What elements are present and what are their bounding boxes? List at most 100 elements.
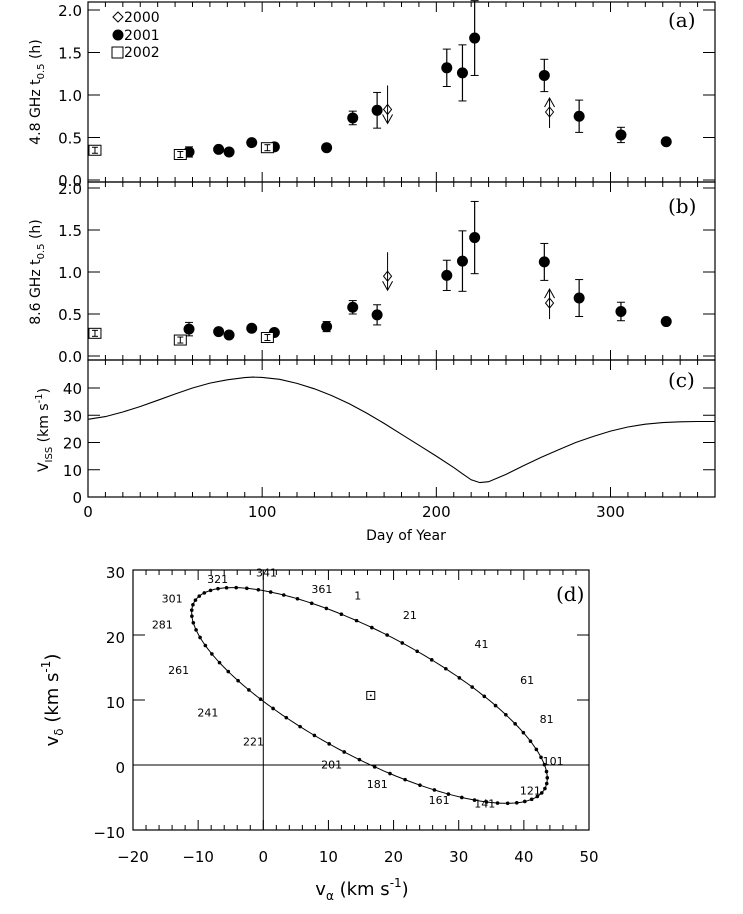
point-2001	[573, 110, 585, 122]
legend-diamond-icon	[112, 11, 124, 23]
ytick-label: 40	[63, 380, 82, 398]
day-dot	[217, 660, 222, 665]
panel-b-frame	[87, 181, 716, 361]
day-dot	[193, 598, 198, 602]
ytick-label: 0	[115, 759, 125, 777]
day-label: 1	[354, 589, 361, 602]
panel-d-ylabel: vδ (km s-1)	[39, 654, 66, 747]
day-label: 181	[367, 778, 388, 791]
point-2001	[441, 62, 453, 74]
ytick-label: 1.0	[58, 264, 82, 282]
day-dot	[234, 585, 239, 590]
day-dot	[388, 771, 392, 776]
panel-c-ylabel: VISS (km s-1)	[34, 388, 55, 472]
legend-circle-icon	[112, 29, 124, 41]
day-dot	[521, 730, 526, 735]
day-dot	[403, 777, 407, 782]
day-dot	[198, 635, 202, 640]
day-dot	[484, 800, 489, 804]
day-dot	[284, 715, 289, 720]
day-label: 281	[152, 619, 173, 632]
ytick-label: 10	[63, 462, 82, 480]
legend: 2000 2001 2002	[111, 10, 160, 61]
ytick-label: −10	[93, 824, 125, 842]
day-dot	[544, 769, 549, 774]
day-dot	[197, 594, 202, 598]
day-dot	[482, 694, 487, 699]
day-dot	[208, 588, 213, 593]
day-dot	[194, 628, 198, 632]
ytick-label: 2.0	[58, 2, 82, 20]
day-dot	[312, 733, 317, 738]
day-dot	[495, 801, 500, 805]
legend-label-2000: 2000	[124, 10, 160, 26]
ytick-label: 0.5	[58, 130, 82, 148]
day-dot	[400, 641, 405, 645]
point-2001	[213, 326, 225, 338]
day-dot	[529, 797, 534, 802]
panel-d-tag: (d)	[556, 582, 584, 606]
point-2001	[223, 146, 235, 158]
day-dot	[339, 612, 344, 617]
point-2001	[246, 322, 258, 334]
point-2001	[615, 305, 627, 317]
point-2001	[246, 137, 258, 149]
day-dot	[459, 795, 464, 800]
day-dot	[226, 669, 231, 674]
xtick-label: 10	[319, 848, 338, 866]
ytick-label: 0	[72, 489, 82, 507]
point-2001	[456, 255, 468, 267]
day-dot	[224, 585, 229, 590]
panel-b-tag: (b)	[668, 194, 696, 218]
day-dot	[415, 649, 419, 654]
day-label: 261	[168, 664, 189, 677]
point-2001	[660, 316, 672, 328]
day-label: 61	[520, 674, 534, 687]
ytick-label: 30	[63, 407, 82, 425]
day-label: 341	[256, 567, 277, 580]
xtick-label: 0	[83, 503, 93, 521]
xtick-label: 200	[422, 503, 451, 521]
day-dot	[295, 596, 300, 601]
day-dot	[539, 791, 544, 795]
point-2001	[456, 67, 468, 79]
panel-c-ticks: 0 10 20 30 40 0 100 200 300	[63, 360, 716, 521]
xtick-label: −10	[182, 848, 214, 866]
panel-c-velocity: 0 10 20 30 40 0 100 200 300 (c) VISS (km s-1) Da…	[34, 359, 716, 544]
panel-d-marks: 1214161811011211411611812012212412612813…	[133, 567, 589, 830]
day-dot	[472, 798, 477, 802]
point-2001	[538, 256, 550, 268]
panel-c-xlabel: Day of Year	[366, 528, 446, 544]
velocity-ellipse	[191, 587, 548, 804]
point-2001	[223, 329, 235, 341]
day-dot	[210, 652, 214, 656]
day-dot	[324, 606, 329, 611]
day-dot	[189, 608, 194, 612]
day-dot	[271, 706, 275, 711]
day-dot	[457, 676, 462, 680]
ytick-label: 1.5	[58, 45, 82, 63]
point-2001	[371, 104, 383, 116]
center-dot	[369, 694, 372, 697]
arrow-head-up	[544, 96, 555, 108]
ytick-label: 20	[63, 435, 82, 453]
day-dot	[470, 685, 475, 689]
day-dot	[309, 601, 314, 606]
ytick-label: 0.5	[58, 306, 82, 324]
xtick-label: 0	[259, 848, 269, 866]
panel-b-ylabel: 8.6 GHz t0.5 (h)	[28, 219, 47, 325]
day-dot	[446, 792, 451, 796]
day-dot	[543, 786, 547, 791]
day-dot	[268, 590, 273, 594]
panel-c-marks	[87, 376, 715, 484]
panel-a-marks	[88, 0, 672, 160]
day-dot	[216, 586, 220, 591]
panel-b-ticks: 0.0 0.5 1.0 1.5 2.0	[58, 180, 716, 366]
xtick-label: 50	[579, 848, 598, 866]
day-dot	[418, 783, 422, 787]
day-dot	[432, 788, 437, 792]
day-dot	[342, 750, 346, 754]
point-2001	[660, 136, 672, 148]
